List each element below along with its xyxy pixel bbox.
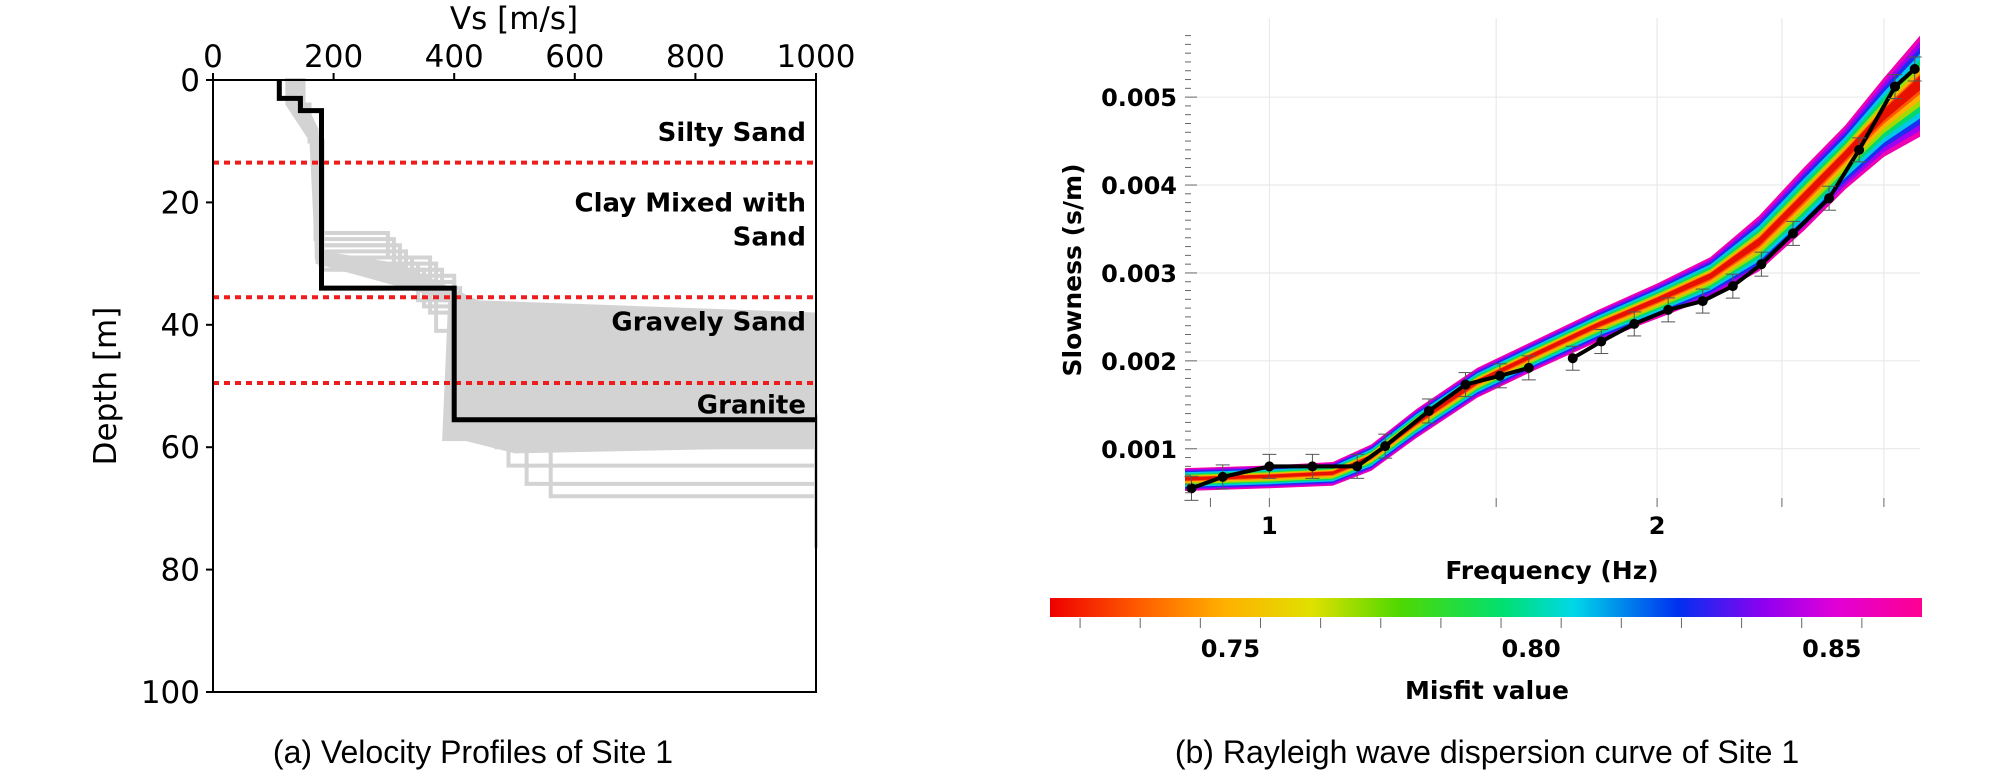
colorbar-tick-label: 0.75 <box>1201 635 1260 663</box>
layer-label-4: Granite <box>697 390 806 420</box>
axis-ticks-a: 0 200 400 600 800 1000 0 20 40 60 80 100 <box>141 39 856 711</box>
y-tick-label-a: 20 <box>161 185 200 221</box>
panel-a: 0 200 400 600 800 1000 0 20 40 60 80 100 Silty Sand… <box>88 1 855 770</box>
x-axis-label-b: Frequency (Hz) <box>1445 556 1658 585</box>
model-band-layer-6 <box>1185 65 1920 485</box>
model-band <box>1185 35 1920 491</box>
y-tick-label-a: 60 <box>161 430 200 466</box>
observed-curve-1-point <box>1380 441 1391 452</box>
model-band-layer-4 <box>1185 53 1920 487</box>
ensemble-band <box>285 80 816 454</box>
observed-curve-2-point <box>1854 144 1865 155</box>
y-axis-label-b: Slowness (s/m) <box>1058 164 1087 377</box>
colorbar-tick-label: 0.85 <box>1802 635 1861 663</box>
colorbar <box>1050 598 1922 617</box>
observed-curve-1-line <box>1190 365 1530 491</box>
best-profile <box>276 80 816 423</box>
y-tick-label-a: 0 <box>180 63 200 99</box>
model-band-layer-8 <box>1185 74 1920 482</box>
panel-b: 0.001 0.002 0.003 0.004 0.005 1 2 Frequency (H… <box>1050 18 1922 770</box>
x-tick-label-a: 200 <box>304 39 363 75</box>
observed-curve-2-point <box>1697 296 1708 307</box>
y-tick-label-a: 80 <box>161 553 200 589</box>
x-tick-label-b: 2 <box>1649 512 1666 540</box>
observed-curve-3-point <box>1889 81 1900 92</box>
x-axis-label-a: Vs [m/s] <box>450 1 578 37</box>
best-profile-line <box>276 80 816 423</box>
layer-label-1: Silty Sand <box>658 118 806 148</box>
y-axis-label-a: Depth [m] <box>88 307 124 466</box>
observed-curve-2-point <box>1787 228 1798 239</box>
y-tick-label-b: 0.002 <box>1101 348 1177 376</box>
observed-curve-3-point <box>1909 63 1920 74</box>
caption-b: (b) Rayleigh wave dispersion curve of Si… <box>1175 734 1799 770</box>
y-tick-label-b: 0.004 <box>1101 172 1177 200</box>
observed-curve-2-point <box>1727 281 1738 292</box>
colorbar-label: Misfit value <box>1405 676 1569 705</box>
observed-curve-2-point <box>1567 353 1578 364</box>
observed-curve-1-point <box>1186 483 1197 494</box>
observed-curve-1-point <box>1494 370 1505 381</box>
observed-curve-1-point <box>1352 461 1363 472</box>
observed-curve-2-point <box>1596 336 1607 347</box>
y-tick-label-b: 0.003 <box>1101 260 1177 288</box>
observed-curve-1-point <box>1307 461 1318 472</box>
plot-frame-a <box>212 79 817 693</box>
x-tick-label-b: 1 <box>1261 512 1278 540</box>
model-band-layer-9 <box>1185 76 1920 481</box>
observed-curve-1-point <box>1423 405 1434 416</box>
x-tick-label-a: 600 <box>545 39 604 75</box>
y-tick-label-b: 0.001 <box>1101 436 1177 464</box>
layer-label-2: Clay Mixed with Sand <box>575 188 806 252</box>
observed-curve-1-point <box>1264 461 1275 472</box>
observed-curve-1-point <box>1523 362 1534 373</box>
layer-label-3: Gravely Sand <box>611 308 806 338</box>
colorbar-tick-label: 0.80 <box>1501 635 1560 663</box>
observed-curve-1-point <box>1217 471 1228 482</box>
y-tick-label-a: 40 <box>161 308 200 344</box>
observed-curve-1-point <box>1460 379 1471 390</box>
model-band-layer-2 <box>1185 41 1920 490</box>
grid-b <box>1185 18 1920 498</box>
observed-curve-2-point <box>1663 304 1674 315</box>
x-tick-label-a: 800 <box>666 39 725 75</box>
model-band-layer-1 <box>1185 35 1920 491</box>
model-band-layer-7 <box>1185 70 1920 483</box>
y-tick-label-b: 0.005 <box>1101 84 1177 112</box>
caption-a: (a) Velocity Profiles of Site 1 <box>273 734 673 770</box>
axis-ticks-b: 0.001 0.002 0.003 0.004 0.005 1 2 <box>1101 35 1885 540</box>
colorbar-ticks: 0.75 0.80 0.85 <box>1079 618 1863 663</box>
model-band-layer-3 <box>1185 47 1920 489</box>
observed-curve-2-point <box>1756 259 1767 270</box>
x-tick-label-a: 400 <box>425 39 484 75</box>
layer-boundaries <box>213 160 816 385</box>
observed-curve-2-point <box>1824 193 1835 204</box>
observed-curve <box>1184 56 1922 501</box>
x-tick-label-a: 1000 <box>777 39 856 75</box>
x-tick-label-a: 0 <box>203 39 223 75</box>
layer-labels: Silty Sand Clay Mixed with Sand Gravely San… <box>575 118 806 420</box>
observed-curve-2-point <box>1629 318 1640 329</box>
y-tick-label-a: 100 <box>141 675 200 711</box>
